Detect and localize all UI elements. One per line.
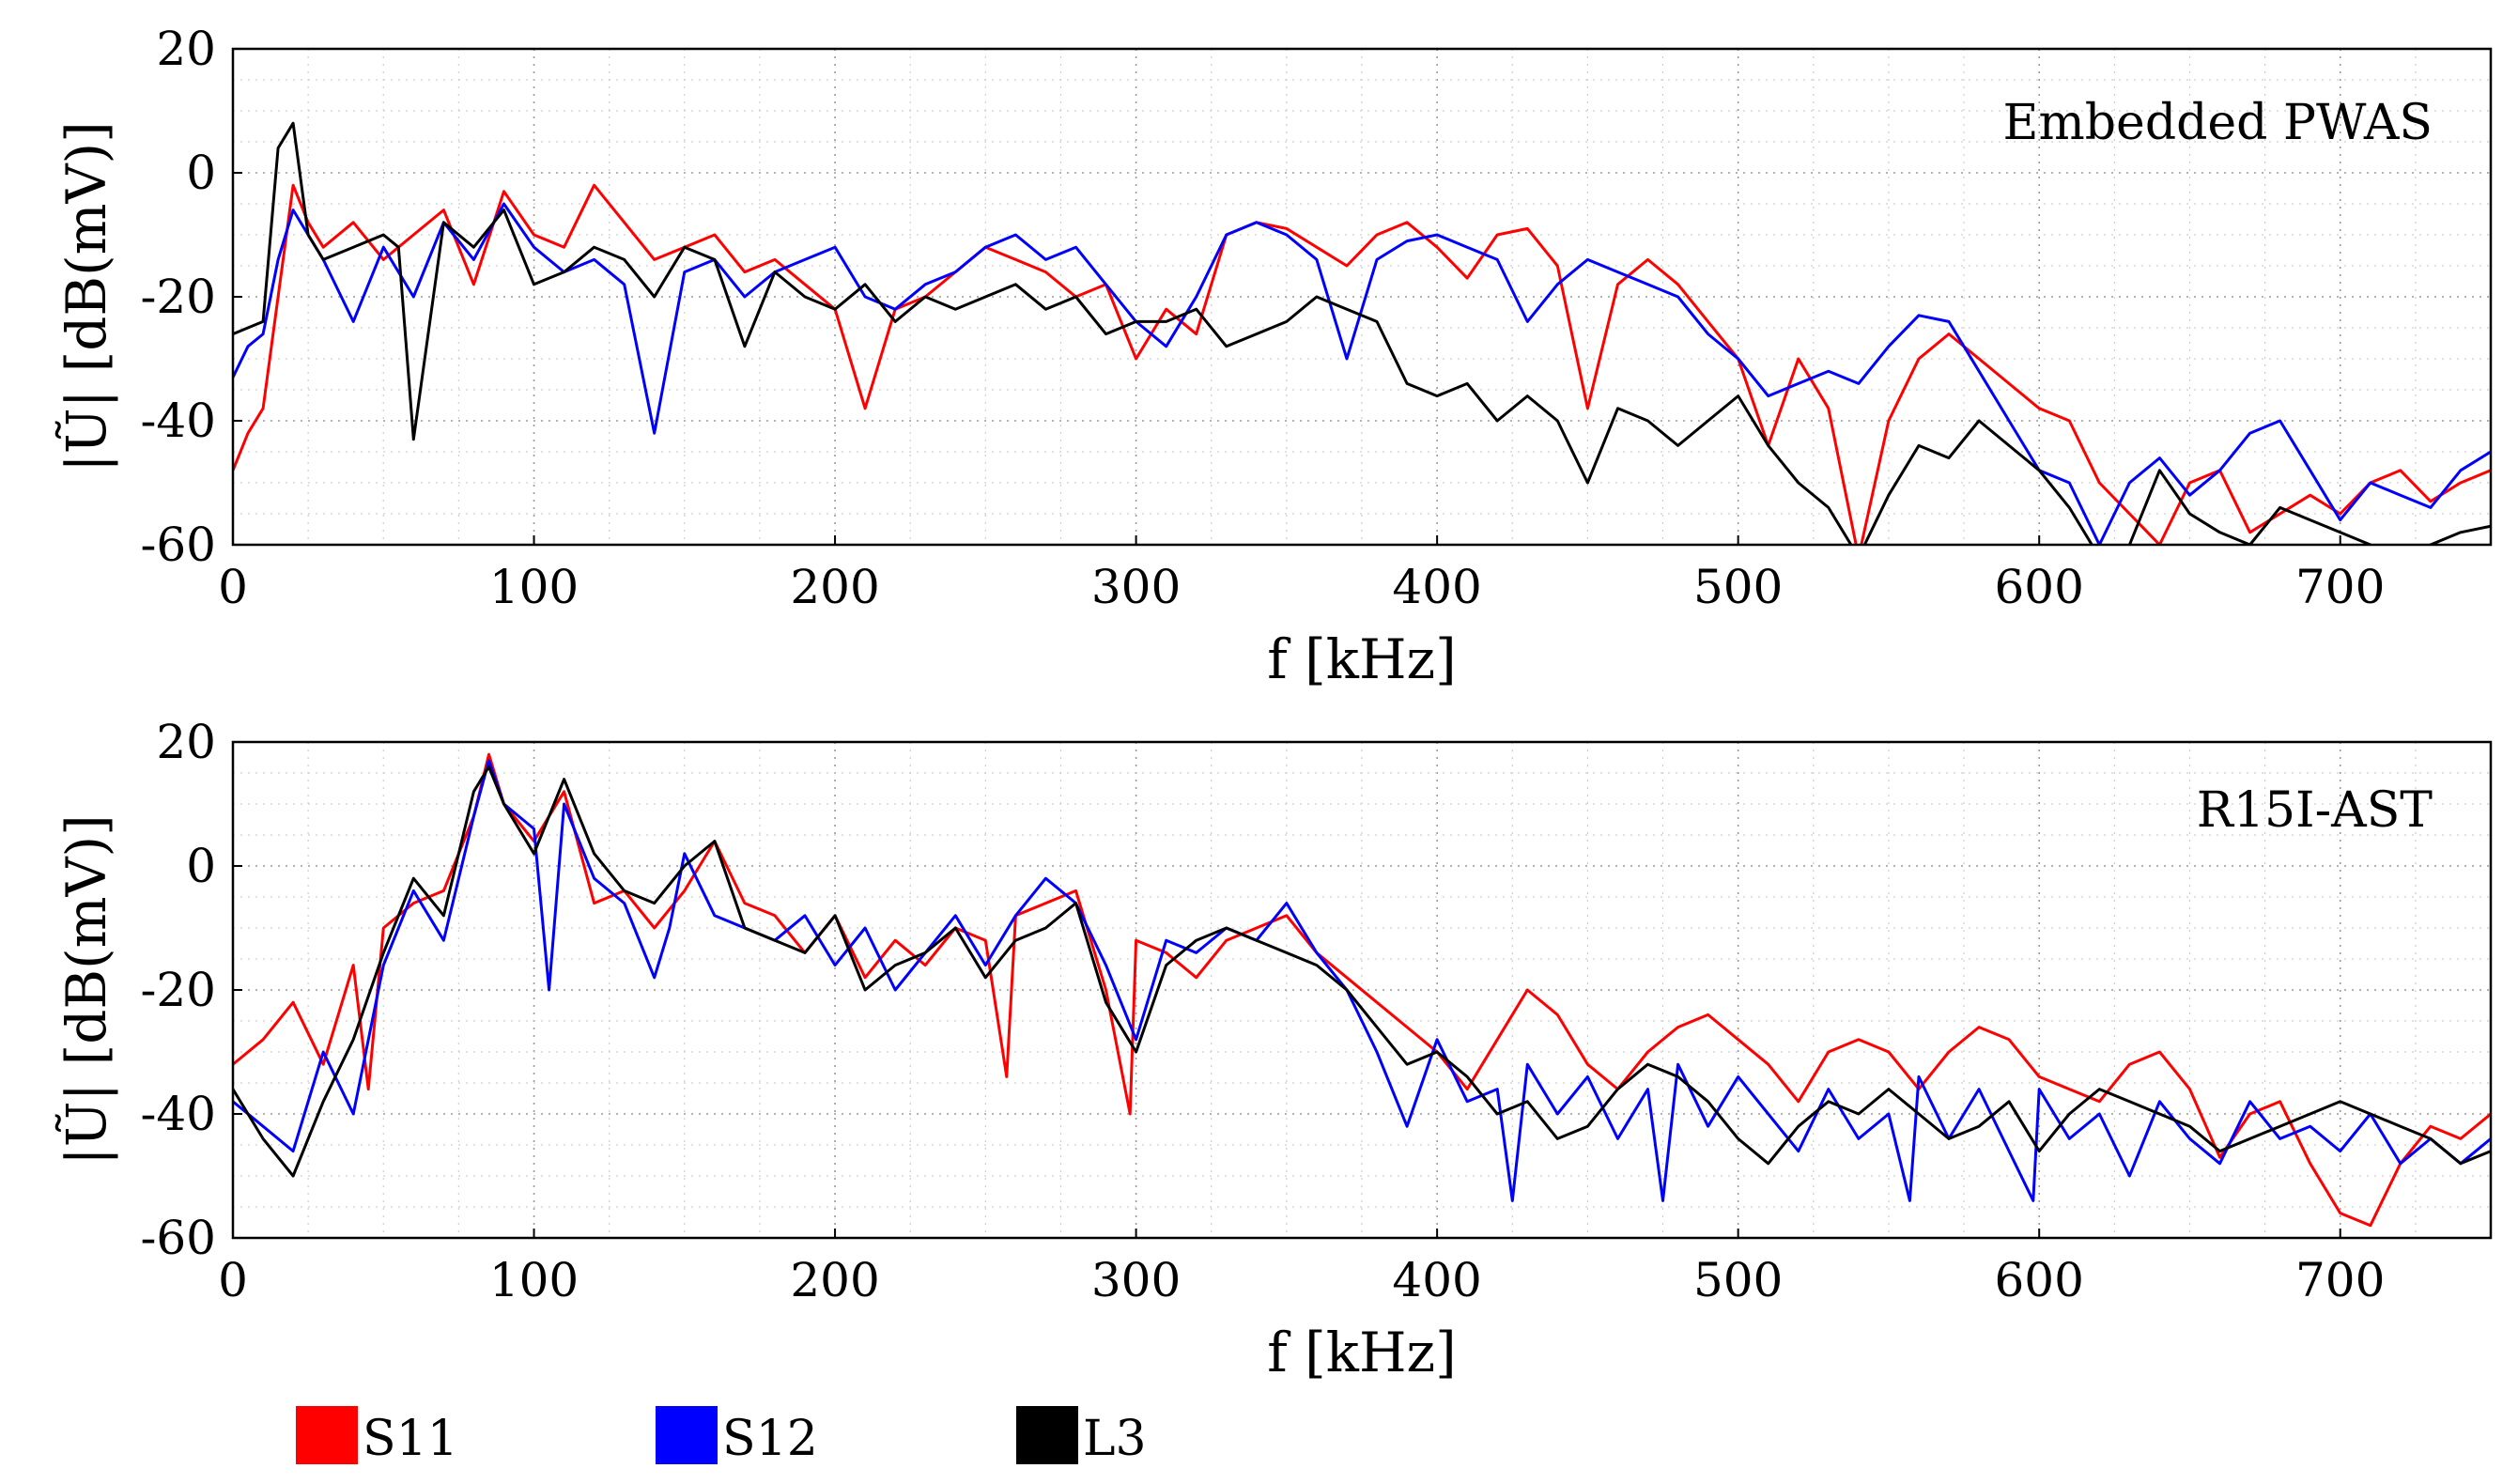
y-tick-label: 0	[186, 146, 216, 200]
series-s12-line	[233, 202, 2491, 545]
series-layer	[233, 752, 2491, 1228]
y-tick-label: -40	[140, 394, 216, 448]
legend-label-l3: L3	[1083, 1411, 1147, 1467]
x-tick-labels: 0 100 200 300 400 500 600 700	[218, 535, 2385, 614]
legend-item-s12: S12	[656, 1406, 818, 1467]
x-tick-label: 300	[1091, 1253, 1181, 1307]
y-tick-label: -60	[140, 518, 216, 572]
series-s11-line	[233, 752, 2491, 1228]
y-axis-label: |Ũ| [dB(mV)]	[54, 814, 118, 1166]
y-tick-label: -20	[140, 270, 216, 324]
series-s12-line	[233, 759, 2491, 1202]
panel-annotation: R15I-AST	[2197, 782, 2433, 839]
grid	[232, 48, 2492, 546]
legend-item-s11: S11	[296, 1406, 458, 1467]
y-tick-label: -20	[140, 963, 216, 1017]
x-tick-label: 500	[1693, 1253, 1783, 1307]
y-tick-label: 0	[186, 839, 216, 893]
x-tick-label: 300	[1091, 560, 1181, 614]
x-tick-label: 100	[489, 560, 579, 614]
x-axis-label: f [kHz]	[1267, 627, 1456, 691]
legend-swatch-s11	[296, 1406, 358, 1464]
y-tick-label: 20	[156, 22, 216, 76]
series-l3-line	[233, 121, 2491, 545]
x-tick-label: 600	[1994, 1253, 2083, 1307]
series-s11-line	[233, 183, 2491, 545]
legend-label-s11: S11	[363, 1411, 458, 1467]
x-tick-label: 100	[489, 1253, 579, 1307]
series-l3-line	[233, 765, 2491, 1178]
x-tick-label: 700	[2295, 1253, 2385, 1307]
x-tick-labels: 0 100 200 300 400 500 600 700	[218, 1229, 2385, 1307]
x-tick-label: 200	[790, 560, 879, 614]
x-tick-label: 0	[218, 560, 248, 614]
x-axis-label: f [kHz]	[1267, 1321, 1456, 1384]
x-tick-label: 600	[1994, 560, 2083, 614]
y-tick-label: -60	[140, 1211, 216, 1265]
legend: S11 S12 L3	[296, 1406, 1147, 1467]
x-tick-label: 0	[218, 1253, 248, 1307]
y-tick-label: -40	[140, 1087, 216, 1141]
panel-embedded-pwas: 0 100 200 300 400 500 600 700 200-20-40-60 Embe…	[54, 22, 2493, 691]
x-tick-label: 400	[1392, 1253, 1481, 1307]
legend-swatch-l3	[1016, 1406, 1078, 1464]
legend-label-s12: S12	[722, 1411, 818, 1467]
y-axis-label: |Ũ| [dB(mV)]	[54, 121, 118, 472]
panel-annotation: Embedded PWAS	[2002, 95, 2433, 151]
y-tick-labels: 20 0 -20 -40 -60	[140, 22, 242, 572]
legend-item-l3: L3	[1016, 1406, 1147, 1467]
x-tick-label: 400	[1392, 560, 1481, 614]
x-tick-label: 700	[2295, 560, 2385, 614]
y-tick-labels: 20 0 -20 -40 -60	[140, 715, 242, 1265]
legend-swatch-s12	[656, 1406, 718, 1464]
x-tick-label: 500	[1693, 560, 1783, 614]
x-tick-label: 200	[790, 1253, 879, 1307]
y-tick-label: 20	[156, 715, 216, 769]
series-layer	[233, 121, 2491, 545]
panel-r15i-ast: 0 100 200 300 400 500 600 700 200-20-40-60 R15I…	[54, 715, 2493, 1384]
